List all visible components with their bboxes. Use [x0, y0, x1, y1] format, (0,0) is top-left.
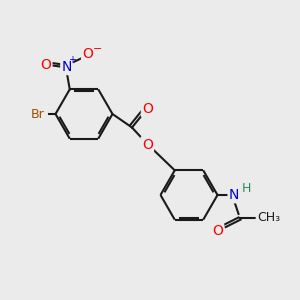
Text: O: O	[82, 47, 93, 61]
Text: N: N	[229, 188, 239, 202]
Text: CH₃: CH₃	[257, 211, 280, 224]
Text: O: O	[142, 138, 153, 152]
Text: Br: Br	[31, 107, 44, 121]
Text: O: O	[142, 102, 153, 116]
Text: −: −	[93, 44, 103, 54]
Text: N: N	[61, 60, 72, 74]
Text: H: H	[242, 182, 251, 196]
Text: O: O	[212, 224, 223, 238]
Text: O: O	[40, 58, 51, 72]
Text: +: +	[68, 55, 76, 65]
